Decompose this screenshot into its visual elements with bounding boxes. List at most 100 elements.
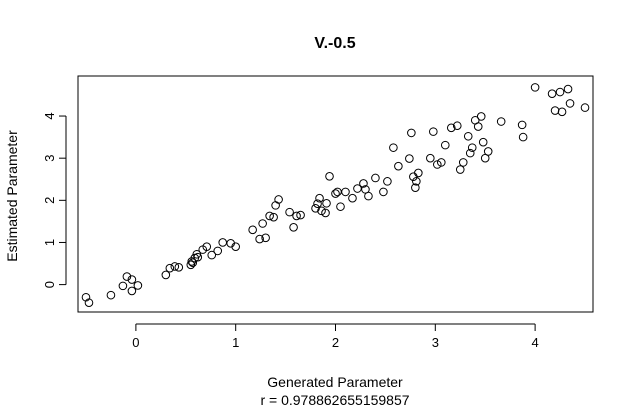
data-point (407, 128, 416, 138)
data-point (207, 250, 217, 260)
data-point (218, 238, 228, 247)
data-point (269, 212, 278, 222)
data-point (359, 179, 368, 188)
data-point (289, 222, 298, 232)
data-point (426, 153, 435, 163)
data-point (202, 242, 212, 251)
data-point (127, 275, 137, 284)
data-point (473, 122, 483, 131)
data-points (81, 83, 590, 308)
data-point (467, 143, 477, 152)
y-tick-label: 1 (42, 239, 57, 246)
data-point (414, 168, 423, 178)
data-point (530, 83, 540, 92)
y-tick-label: 0 (42, 281, 57, 288)
data-point (81, 292, 91, 302)
x-tick-label: 3 (432, 335, 439, 350)
data-point (193, 252, 203, 262)
data-point (550, 106, 560, 115)
data-point (188, 258, 198, 267)
data-point (412, 177, 421, 186)
data-point (186, 260, 196, 270)
data-point (213, 246, 223, 256)
data-point (411, 183, 420, 192)
data-point (517, 120, 527, 130)
data-point (348, 193, 357, 203)
data-point (563, 84, 573, 94)
data-point (255, 234, 264, 244)
data-point (580, 103, 590, 112)
y-tick-label: 3 (42, 155, 57, 162)
data-point (379, 187, 388, 197)
data-point (465, 148, 475, 158)
data-point (333, 187, 342, 197)
data-point (311, 204, 320, 213)
chart-title: V.-0.5 (314, 35, 355, 52)
x-tick-label: 2 (332, 335, 339, 350)
data-point (292, 211, 301, 221)
data-point (433, 160, 442, 169)
data-point (371, 173, 380, 183)
data-point (394, 161, 403, 171)
data-point (261, 233, 270, 243)
data-point (547, 89, 557, 98)
data-point (565, 99, 575, 108)
data-point (258, 219, 267, 228)
data-point (389, 143, 398, 152)
data-point (165, 263, 175, 273)
data-point (429, 127, 438, 136)
data-point (452, 121, 462, 131)
data-point (106, 290, 116, 300)
data-point (271, 201, 280, 210)
data-point (476, 112, 486, 121)
data-point (296, 210, 305, 220)
data-point (118, 281, 128, 291)
y-axis-label: Estimated Parameter (4, 130, 20, 262)
y-tick-label: 2 (42, 197, 57, 204)
data-point (331, 189, 340, 198)
data-point (274, 195, 283, 204)
x-tick-label: 4 (531, 335, 538, 350)
data-point (555, 87, 565, 97)
data-point (440, 140, 450, 150)
data-point (315, 193, 324, 203)
data-point (248, 225, 257, 235)
data-point (265, 211, 274, 221)
data-point (518, 132, 528, 142)
x-tick-label: 1 (232, 335, 239, 350)
data-point (317, 206, 326, 216)
data-point (458, 158, 468, 167)
data-point (127, 286, 137, 296)
x-tick-label: 0 (132, 335, 139, 350)
data-point (463, 131, 473, 141)
y-tick-label: 4 (42, 112, 57, 119)
data-point (446, 123, 456, 133)
data-point (405, 154, 414, 163)
data-point (321, 208, 330, 218)
data-point (383, 177, 392, 186)
data-point (436, 158, 446, 167)
data-point (557, 107, 567, 117)
x-axis: 0 1 2 3 4 (132, 323, 539, 350)
y-axis: 0 1 2 3 4 (42, 112, 67, 288)
data-point (478, 137, 488, 147)
data-point (122, 272, 132, 281)
data-point (325, 172, 334, 181)
data-point (496, 117, 506, 126)
data-point (313, 199, 322, 208)
data-point (483, 147, 493, 156)
data-point (455, 165, 465, 174)
data-point (285, 207, 294, 217)
x-axis-label: Generated Parameter (267, 374, 403, 390)
data-point (341, 187, 350, 197)
data-point (336, 202, 345, 211)
plot-frame (77, 75, 594, 313)
data-point (174, 263, 184, 272)
data-point (133, 281, 143, 290)
x-axis-sublabel: r = 0.978862655159857 (260, 392, 409, 408)
data-point (364, 191, 373, 201)
data-point (170, 262, 180, 271)
data-point (84, 298, 94, 308)
data-point (161, 270, 171, 280)
